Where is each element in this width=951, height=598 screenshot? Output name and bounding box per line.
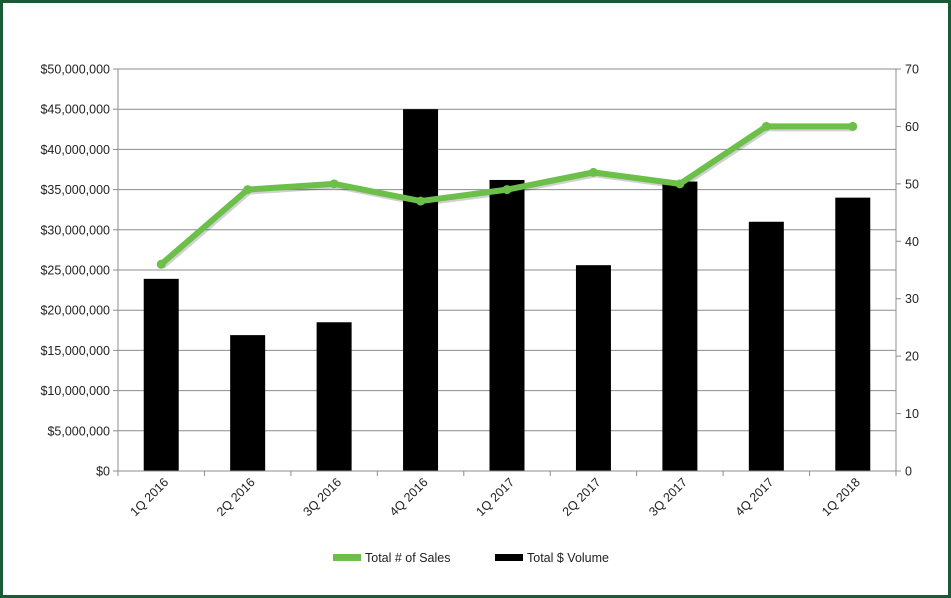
left-axis-tick-label: $15,000,000 bbox=[40, 344, 110, 358]
right-axis-tick-label: 60 bbox=[905, 120, 919, 134]
bar bbox=[143, 278, 179, 471]
bar bbox=[748, 221, 784, 471]
legend-label-total-sales: Total # of Sales bbox=[365, 551, 450, 565]
bar bbox=[316, 322, 352, 471]
left-axis-tick-label: $30,000,000 bbox=[40, 223, 110, 237]
line-point bbox=[848, 121, 858, 131]
right-axis-tick-label: 0 bbox=[905, 465, 912, 479]
line-point bbox=[761, 121, 771, 131]
x-axis-category-label: 3Q 2016 bbox=[300, 475, 344, 519]
bar bbox=[835, 197, 871, 471]
line-point bbox=[675, 179, 685, 189]
x-axis-category-label: 2Q 2017 bbox=[560, 475, 604, 519]
x-axis-category-label: 3Q 2017 bbox=[646, 475, 690, 519]
line-point bbox=[243, 185, 253, 195]
right-axis-tick-label: 70 bbox=[905, 63, 919, 77]
left-axis-tick-label: $50,000,000 bbox=[40, 63, 110, 77]
left-axis-tick-label: $20,000,000 bbox=[40, 304, 110, 318]
left-axis-tick-label: $5,000,000 bbox=[47, 424, 110, 438]
line-point bbox=[416, 196, 426, 206]
line-point bbox=[588, 167, 598, 177]
bar bbox=[403, 109, 439, 471]
left-axis-tick-label: $40,000,000 bbox=[40, 143, 110, 157]
right-axis-tick-label: 50 bbox=[905, 177, 919, 191]
line-point bbox=[502, 185, 512, 195]
x-axis-category-label: 2Q 2016 bbox=[214, 475, 258, 519]
legend-swatch-total-volume bbox=[495, 554, 523, 561]
left-axis-tick-label: $10,000,000 bbox=[40, 384, 110, 398]
bar bbox=[230, 335, 266, 471]
left-axis-tick-label: $0 bbox=[96, 465, 110, 479]
bar bbox=[575, 265, 611, 471]
bar bbox=[662, 181, 698, 471]
bar bbox=[489, 179, 525, 471]
line-series-total-sales bbox=[156, 121, 858, 269]
x-axis-category-label: 1Q 2018 bbox=[819, 475, 863, 519]
legend-label-total-volume: Total $ Volume bbox=[527, 551, 609, 565]
left-axis-tick-label: $35,000,000 bbox=[40, 183, 110, 197]
legend-swatch-total-sales bbox=[333, 554, 361, 561]
bar-series-total-volume bbox=[143, 109, 871, 471]
x-axis-category-label: 1Q 2016 bbox=[128, 475, 172, 519]
right-axis-tick-label: 10 bbox=[905, 407, 919, 421]
chart-legend: Total # of Sales Total $ Volume bbox=[333, 551, 609, 565]
right-axis-tick-label: 20 bbox=[905, 350, 919, 364]
line-point bbox=[156, 259, 166, 269]
right-axis-tick-label: 40 bbox=[905, 235, 919, 249]
line-point bbox=[329, 179, 339, 189]
right-axis-tick-label: 30 bbox=[905, 292, 919, 306]
x-axis-category-label: 1Q 2017 bbox=[473, 475, 517, 519]
x-axis-category-label: 4Q 2016 bbox=[387, 475, 431, 519]
x-axis-category-label: 4Q 2017 bbox=[733, 475, 777, 519]
left-axis-tick-label: $25,000,000 bbox=[40, 264, 110, 278]
left-axis-tick-label: $45,000,000 bbox=[40, 103, 110, 117]
